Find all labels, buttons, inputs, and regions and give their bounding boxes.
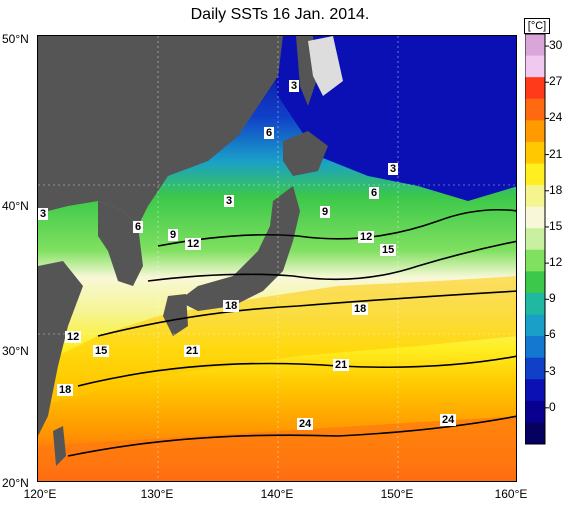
colorbar-swatch	[525, 55, 545, 78]
colorbar-tick-label: 0	[549, 399, 556, 414]
contour-label: 6	[369, 187, 380, 199]
colorbar-tick-label: 9	[549, 291, 556, 306]
lon-label: 140°E	[260, 487, 294, 501]
land-asia	[38, 36, 283, 226]
contour-label: 6	[133, 221, 144, 233]
colorbar-swatch	[525, 141, 545, 164]
contour-label: 21	[184, 345, 201, 357]
colorbar-swatch	[525, 228, 545, 251]
contour-label: 24	[297, 418, 314, 430]
land-kyushu	[163, 294, 188, 336]
sea-ice	[308, 36, 343, 96]
lon-label: 150°E	[380, 487, 414, 501]
colorbar-tick-label: 18	[549, 182, 563, 197]
contour-label: 15	[93, 345, 110, 357]
colorbar-swatches	[525, 34, 545, 445]
lon-label: 160°E	[494, 487, 528, 501]
contour-label: 9	[320, 206, 331, 218]
contour-label: 12	[185, 238, 202, 250]
colorbar-swatch	[525, 77, 545, 100]
contour-label: 24	[440, 414, 457, 426]
contour-label: 9	[168, 229, 179, 241]
lat-label: 50°N	[2, 32, 29, 46]
map-title: Daily SSTs 16 Jan. 2014.	[190, 6, 370, 23]
contour-label: 21	[333, 359, 350, 371]
contour-label: 18	[223, 300, 240, 312]
contour-label: 12	[358, 231, 375, 243]
colorbar-swatch	[525, 163, 545, 186]
colorbar-swatch	[525, 379, 545, 402]
lon-label: 120°E	[23, 487, 57, 501]
contour-label: 12	[65, 331, 82, 343]
colorbar-border	[525, 34, 546, 445]
lat-label: 20°N	[2, 476, 29, 490]
colorbar-swatch	[525, 422, 545, 445]
colorbar-tick-label: 3	[549, 363, 556, 378]
contour-label: 18	[352, 303, 369, 315]
colorbar-tick-label: 21	[549, 146, 563, 161]
land-taiwan	[53, 426, 66, 466]
contour-lines	[67, 208, 516, 457]
contour-label: 3	[289, 80, 300, 92]
warm-current-band	[38, 276, 516, 406]
colorbar-tick-label: 24	[549, 110, 563, 125]
contour-label: 3	[38, 208, 49, 220]
lat-label: 30°N	[2, 344, 29, 358]
colorbar-swatch	[525, 120, 545, 143]
sst-map-canvas	[38, 36, 516, 481]
land-hokkaido	[283, 131, 328, 176]
graticule	[38, 36, 516, 481]
land-japan	[178, 186, 300, 311]
colorbar-swatch	[525, 34, 545, 57]
colorbar-swatch	[525, 249, 545, 272]
sst-map	[37, 35, 517, 482]
colorbar-swatch	[525, 98, 545, 121]
contour-label: 3	[224, 195, 235, 207]
colorbar	[525, 34, 549, 445]
land-china-coast	[38, 261, 83, 436]
lon-label: 130°E	[140, 487, 174, 501]
colorbar-swatch	[525, 357, 545, 380]
colorbar-tick-label: 30	[549, 38, 563, 53]
contour-label: 3	[388, 163, 399, 175]
contour-label: 6	[264, 127, 275, 139]
colorbar-swatch	[525, 314, 545, 337]
contour-label: 18	[57, 384, 74, 396]
colorbar-swatch	[525, 400, 545, 423]
colorbar-unit: [°C]	[524, 18, 550, 34]
colorbar-swatch	[525, 336, 545, 359]
colorbar-tick-label: 12	[549, 255, 563, 270]
colorbar-tick-label: 6	[549, 327, 556, 342]
colorbar-tick-label: 27	[549, 74, 563, 89]
colorbar-swatch	[525, 292, 545, 316]
lat-label: 40°N	[2, 199, 29, 213]
contour-label: 15	[380, 244, 397, 256]
colorbar-tick-label: 15	[549, 218, 563, 233]
land-korea	[98, 201, 143, 286]
colorbar-swatch	[525, 271, 545, 294]
colorbar-swatch	[525, 185, 545, 208]
colorbar-swatch	[525, 206, 545, 229]
